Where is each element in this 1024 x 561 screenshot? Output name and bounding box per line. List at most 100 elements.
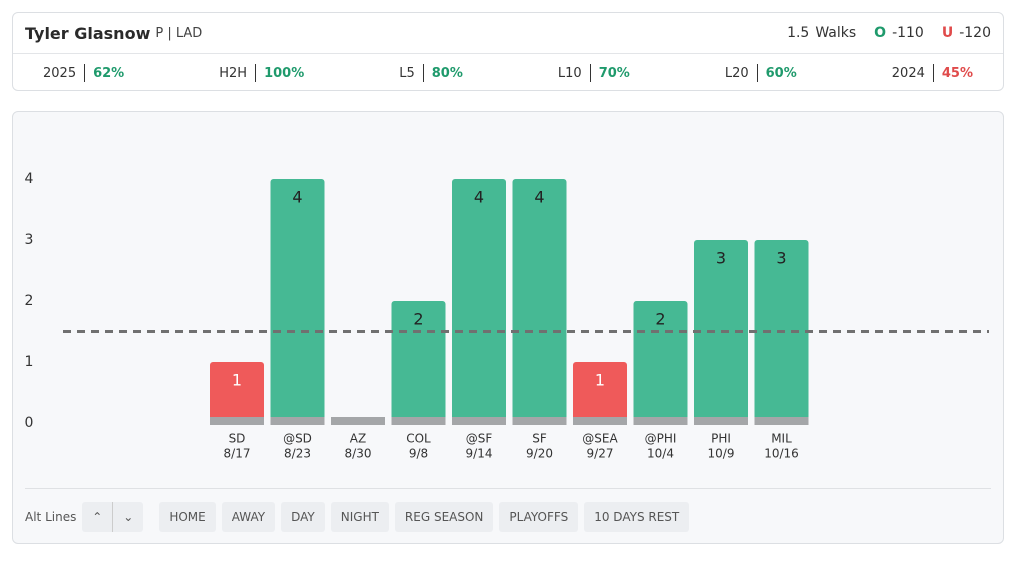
stat-value: 100% (264, 65, 305, 81)
bar (633, 301, 688, 423)
stat-value: 70% (598, 65, 630, 81)
bar-base (633, 417, 688, 425)
x-tick-date: 10/9 (708, 447, 735, 461)
stat: L20 60% (725, 64, 797, 82)
x-tick-date: 8/17 (224, 447, 251, 461)
filter-button[interactable]: AWAY (221, 502, 276, 532)
stat: 2025 62% (43, 64, 124, 82)
bar (512, 179, 567, 423)
bar-base (270, 417, 325, 425)
bar (210, 362, 264, 423)
bar (452, 179, 506, 423)
stat-label: L20 (724, 65, 749, 81)
bar-base (573, 417, 627, 425)
line-label: Walks (815, 25, 857, 41)
x-tick-label: MIL (771, 432, 792, 446)
bar (270, 179, 325, 423)
x-tick-label: @SD (283, 432, 312, 446)
bar-base (210, 417, 264, 425)
arrow-up[interactable]: ⌃ (92, 510, 103, 524)
stat-value: 60% (765, 65, 797, 81)
stat-label: H2H (219, 65, 248, 81)
stat-separator (756, 64, 758, 82)
x-tick-date: 10/16 (764, 447, 799, 461)
x-tick-date: 9/14 (466, 447, 493, 461)
data-label: 4 (292, 188, 302, 207)
data-label: 3 (716, 249, 726, 268)
stat: 2024 45% (892, 64, 973, 82)
bar-base (694, 417, 748, 425)
player-info: P | LAD (155, 25, 203, 41)
under-label[interactable]: U (941, 25, 954, 41)
x-tick-label: AZ (350, 432, 366, 446)
stat: L10 70% (558, 64, 630, 82)
alt-lines-label: Alt Lines (25, 510, 77, 524)
bar-base (452, 417, 506, 425)
data-label: 3 (776, 249, 786, 268)
data-label: 2 (413, 310, 423, 329)
stat-separator (589, 64, 591, 82)
data-label: 2 (655, 310, 665, 329)
stat-value: 62% (93, 65, 125, 81)
line-info: 1.5 Walks O -110 U -120 (787, 25, 991, 41)
stats-row: 2025 62% H2H 100% L5 80% L10 70% L20 60% 2024 45% (13, 54, 1003, 92)
divider (25, 488, 991, 489)
x-tick-date: 10/4 (647, 447, 674, 461)
y-tick-label: 0 (25, 415, 34, 431)
filter-button[interactable]: HOME (159, 502, 216, 532)
controls: Alt Lines ⌃ ⌄ HOME AWAY DAY NIGHT REG SEASON… (25, 502, 690, 532)
bar (573, 362, 627, 423)
stat-label: 2024 (891, 65, 925, 81)
filter-button[interactable]: PLAYOFFS (499, 502, 579, 532)
x-tick-date: 8/23 (284, 447, 311, 461)
header-card: Tyler Glasnow P | LAD 1.5 Walks O -110 U… (12, 12, 1004, 91)
stat-value: 80% (431, 65, 463, 81)
under-odds[interactable]: -120 (959, 25, 991, 41)
filter-button[interactable]: NIGHT (330, 502, 389, 532)
y-tick-label: 3 (25, 232, 34, 248)
bar-base (512, 417, 567, 425)
x-tick-label: COL (406, 432, 431, 446)
data-label: 4 (474, 188, 484, 207)
x-tick-label: @PHI (645, 432, 677, 446)
stat-value: 45% (941, 65, 973, 81)
data-label: 1 (595, 371, 605, 390)
stat: H2H 100% (219, 64, 304, 82)
stat-separator (255, 64, 257, 82)
bar-base (391, 417, 446, 425)
over-odds[interactable]: -110 (892, 25, 924, 41)
y-tick-label: 4 (25, 171, 34, 187)
stat-label: L10 (557, 65, 582, 81)
bar-base (754, 417, 809, 425)
x-tick-label: SF (532, 432, 547, 446)
filter-button[interactable]: DAY (281, 502, 325, 532)
stat-label: 2025 (43, 65, 77, 81)
bar-base (331, 417, 385, 425)
stat-separator (84, 64, 86, 82)
filter-button[interactable]: 10 DAYS REST (584, 502, 690, 532)
y-tick-label: 1 (25, 354, 34, 370)
x-tick-date: 8/30 (345, 447, 372, 461)
over-label[interactable]: O (874, 25, 887, 41)
stat: L5 80% (399, 64, 463, 82)
data-label: 1 (232, 371, 242, 390)
x-tick-label: @SEA (582, 432, 618, 446)
stat-separator (422, 64, 424, 82)
y-tick-label: 2 (25, 293, 34, 309)
x-tick-date: 9/20 (526, 447, 553, 461)
x-tick-label: PHI (711, 432, 731, 446)
stat-separator (932, 64, 934, 82)
x-tick-label: SD (229, 432, 246, 446)
header-row: Tyler Glasnow P | LAD 1.5 Walks O -110 U… (13, 13, 1003, 54)
stat-label: L5 (399, 65, 415, 81)
line-value: 1.5 (787, 25, 810, 41)
filter-button[interactable]: REG SEASON (394, 502, 494, 532)
alt-line-arrows: ⌃ ⌄ (82, 502, 144, 532)
x-tick-date: 9/27 (587, 447, 614, 461)
x-tick-date: 9/8 (409, 447, 428, 461)
x-tick-label: @SF (466, 432, 493, 446)
arrow-down[interactable]: ⌄ (112, 502, 143, 532)
data-label: 4 (534, 188, 544, 207)
